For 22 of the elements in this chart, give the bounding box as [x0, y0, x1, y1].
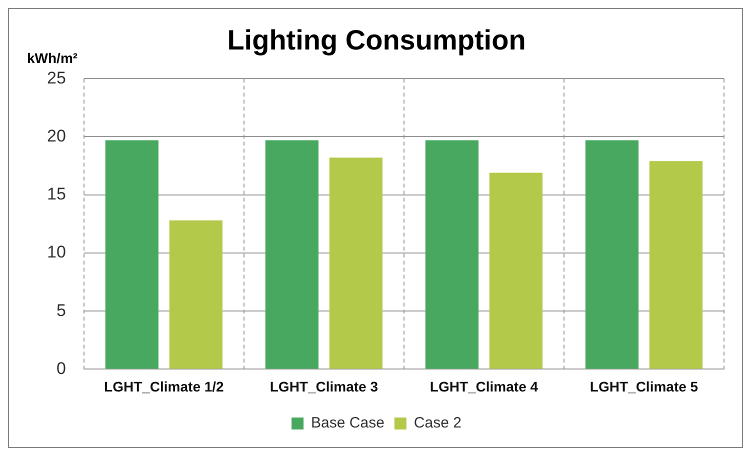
chart-title: Lighting Consumption [227, 24, 526, 56]
bar [585, 140, 639, 369]
bar [265, 140, 319, 369]
y-tick-label: 15 [46, 184, 66, 204]
y-tick-label: 25 [46, 68, 66, 88]
y-tick-label: 20 [46, 126, 66, 146]
y-axis-title: kWh/m² [27, 50, 78, 66]
y-tick-label: 0 [56, 358, 66, 378]
bar [169, 220, 222, 369]
bar [105, 140, 158, 369]
legend-label: Base Case [311, 414, 384, 432]
x-tick-label: LGHT_Climate 1/2 [104, 378, 224, 394]
y-tick-label: 10 [46, 242, 66, 262]
x-tick-label: LGHT_Climate 3 [270, 378, 378, 394]
bar [425, 140, 479, 369]
x-tick-label: LGHT_Climate 4 [430, 378, 538, 394]
legend-label: Case 2 [414, 414, 462, 432]
bar [329, 158, 383, 369]
x-tick-label: LGHT_Climate 5 [590, 378, 698, 394]
y-tick-label: 5 [56, 300, 66, 320]
bar [649, 161, 703, 369]
bar [489, 172, 543, 369]
